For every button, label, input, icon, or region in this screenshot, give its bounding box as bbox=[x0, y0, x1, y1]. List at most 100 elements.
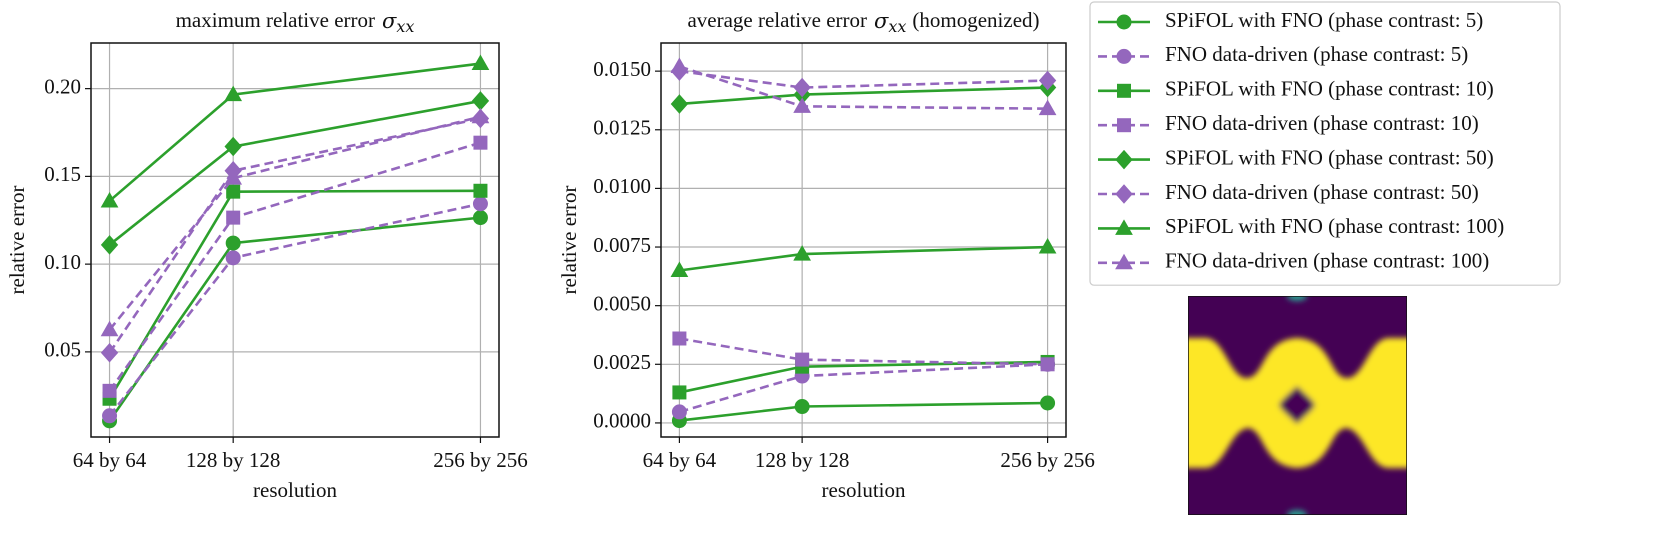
title-symbol: σ bbox=[874, 9, 889, 33]
y-tick-label: 0.0125 bbox=[593, 116, 651, 140]
series-line bbox=[679, 245, 1048, 272]
legend-frame bbox=[1089, 1, 1561, 286]
marker bbox=[100, 343, 119, 363]
series-line bbox=[679, 360, 1048, 394]
x-axis-label: resolution bbox=[822, 478, 906, 502]
legend-marker bbox=[1117, 118, 1131, 133]
x-axis-label: resolution bbox=[253, 478, 337, 502]
series-line bbox=[108, 141, 481, 392]
y-axis-label: relative error bbox=[557, 185, 581, 294]
marker bbox=[793, 97, 811, 113]
marker bbox=[471, 107, 490, 124]
series-line bbox=[108, 216, 481, 422]
marker bbox=[793, 77, 811, 98]
legend-marker bbox=[1115, 219, 1133, 235]
y-tick-label: 0.0000 bbox=[593, 409, 651, 433]
y-tick-label: 0.15 bbox=[44, 162, 81, 186]
marker bbox=[102, 408, 118, 424]
axes-frame bbox=[90, 42, 500, 438]
series-line bbox=[108, 115, 481, 331]
marker bbox=[795, 352, 810, 367]
marker bbox=[472, 210, 488, 226]
marker bbox=[672, 385, 687, 400]
marker bbox=[224, 85, 243, 102]
legend-label: FNO data-driven (phase contrast: 10) bbox=[1165, 111, 1479, 135]
marker bbox=[473, 135, 488, 150]
x-tick-label: 64 by 64 bbox=[643, 448, 717, 472]
y-tick-label: 0.20 bbox=[44, 74, 81, 98]
marker bbox=[1038, 238, 1057, 254]
x-tick-label: 128 by 128 bbox=[186, 448, 281, 472]
y-axis-label: relative error bbox=[5, 185, 29, 294]
marker bbox=[473, 183, 488, 198]
legend-label: FNO data-driven (phase contrast: 50) bbox=[1165, 180, 1479, 204]
marker bbox=[226, 210, 241, 225]
marker bbox=[225, 250, 241, 266]
marker bbox=[1038, 70, 1057, 91]
title-subscript: xx bbox=[888, 17, 906, 36]
legend-label: SPiFOL with FNO (phase contrast: 5) bbox=[1165, 8, 1483, 32]
marker bbox=[100, 320, 119, 337]
y-tick-label: 0.0150 bbox=[593, 57, 651, 81]
legend-marker bbox=[1115, 253, 1133, 270]
marker bbox=[1040, 357, 1055, 372]
title-text: average relative error bbox=[687, 8, 867, 32]
marker bbox=[100, 191, 119, 208]
legend-marker bbox=[1115, 184, 1133, 204]
marker bbox=[102, 383, 117, 398]
x-tick-label: 128 by 128 bbox=[755, 448, 850, 472]
y-tick-label: 0.0100 bbox=[593, 174, 651, 198]
series-line bbox=[679, 337, 1048, 366]
legend-marker bbox=[1115, 149, 1133, 170]
marker bbox=[224, 169, 243, 185]
y-tick-label: 0.0025 bbox=[593, 350, 651, 374]
chart-title: maximum relative error σxx bbox=[176, 8, 415, 36]
marker bbox=[225, 235, 241, 251]
marker bbox=[472, 196, 488, 212]
marker bbox=[100, 235, 119, 255]
x-tick-label: 64 by 64 bbox=[73, 448, 147, 472]
series-line bbox=[679, 65, 1048, 110]
y-tick-label: 0.0075 bbox=[593, 233, 651, 257]
legend-label: SPiFOL with FNO (phase contrast: 50) bbox=[1165, 145, 1494, 169]
marker bbox=[1040, 395, 1056, 411]
series-line bbox=[108, 62, 481, 202]
marker bbox=[226, 184, 241, 199]
y-tick-label: 0.10 bbox=[44, 250, 81, 274]
legend-label: SPiFOL with FNO (phase contrast: 10) bbox=[1165, 77, 1494, 101]
legend-marker bbox=[1117, 83, 1131, 98]
series-line bbox=[108, 117, 481, 354]
marker bbox=[671, 404, 687, 420]
phase-image bbox=[1188, 296, 1407, 515]
title-symbol: σ bbox=[382, 9, 397, 33]
x-tick-label: 256 by 256 bbox=[433, 448, 528, 472]
legend-label: SPiFOL with FNO (phase contrast: 100) bbox=[1165, 214, 1504, 238]
legend-label: FNO data-driven (phase contrast: 100) bbox=[1165, 249, 1489, 273]
legend-label: FNO data-driven (phase contrast: 5) bbox=[1165, 42, 1468, 66]
title-suffix: (homogenized) bbox=[912, 8, 1039, 32]
marker bbox=[670, 57, 689, 73]
y-tick-label: 0.0050 bbox=[593, 291, 651, 315]
series-line bbox=[679, 86, 1048, 106]
marker bbox=[793, 245, 811, 261]
marker bbox=[670, 94, 689, 114]
legend-marker bbox=[1116, 14, 1132, 30]
marker bbox=[471, 91, 490, 111]
marker bbox=[471, 54, 490, 71]
chart-title: average relative error σxx (homogenized) bbox=[687, 8, 1039, 36]
marker bbox=[794, 399, 810, 415]
x-tick-label: 256 by 256 bbox=[1000, 448, 1095, 472]
axes-frame bbox=[660, 42, 1067, 438]
series-line bbox=[108, 189, 481, 400]
title-text: maximum relative error bbox=[176, 8, 375, 32]
y-tick-label: 0.05 bbox=[44, 338, 81, 362]
marker bbox=[224, 136, 242, 157]
marker bbox=[672, 331, 687, 346]
marker bbox=[1038, 99, 1057, 116]
marker bbox=[670, 261, 689, 277]
legend-marker bbox=[1116, 48, 1132, 64]
series-line bbox=[679, 401, 1048, 422]
series-line bbox=[679, 69, 1048, 89]
title-subscript: xx bbox=[396, 17, 414, 36]
